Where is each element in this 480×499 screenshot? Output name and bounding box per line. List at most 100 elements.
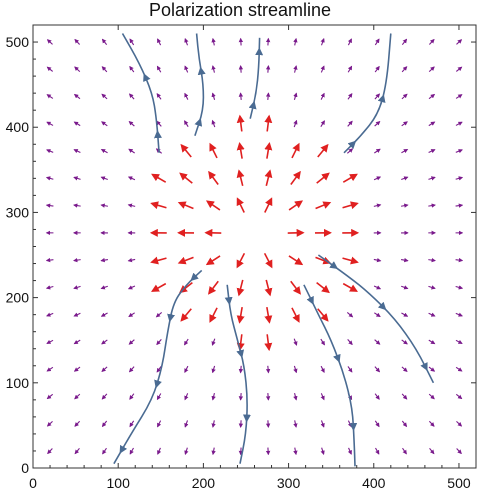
weak-field-arrow (74, 313, 80, 316)
weak-field-arrow (212, 121, 214, 127)
strong-field-arrow (343, 174, 356, 182)
weak-field-arrow (268, 366, 269, 373)
strong-field-arrow (291, 281, 300, 293)
weak-field-arrow (185, 121, 189, 127)
streamline-4 (344, 34, 391, 153)
weak-field-arrow (47, 287, 54, 289)
strong-field-arrow (210, 144, 217, 158)
weak-field-arrow (157, 393, 160, 399)
weak-field-arrow (349, 448, 352, 454)
weak-field-arrow (75, 94, 80, 98)
weak-field-arrow (348, 66, 351, 72)
x-tick-label: 200 (192, 475, 216, 491)
weak-field-arrow (402, 94, 407, 99)
weak-field-arrow (402, 394, 407, 399)
weak-field-arrow (456, 95, 462, 99)
weak-field-arrow (456, 367, 462, 371)
weak-field-arrow (322, 39, 324, 45)
weak-field-arrow (375, 421, 379, 427)
weak-field-arrow (212, 339, 214, 345)
streamline-3 (250, 38, 259, 119)
strong-field-arrow (209, 172, 218, 184)
weak-field-arrow (429, 313, 435, 316)
strong-field-arrow (240, 116, 242, 131)
streamline-arrowhead (332, 265, 335, 267)
weak-field-arrow (185, 448, 187, 455)
weak-field-arrow (74, 150, 80, 153)
weak-field-arrow (456, 313, 462, 316)
streamline-arrowhead (424, 364, 426, 367)
weak-field-arrow (348, 421, 351, 427)
weak-field-arrow (74, 177, 81, 179)
weak-field-arrow (456, 340, 462, 343)
weak-field-arrow (428, 260, 435, 261)
weak-field-arrow (157, 339, 162, 344)
strong-field-arrow (180, 174, 192, 184)
strong-field-arrow (318, 145, 328, 157)
weak-field-arrow (374, 313, 380, 317)
strong-field-arrow (179, 203, 193, 209)
strong-field-arrow (152, 284, 165, 292)
weak-field-arrow (102, 94, 107, 99)
weak-field-arrow (213, 448, 214, 455)
strong-field-arrow (179, 257, 193, 263)
weak-field-arrow (75, 67, 80, 72)
strong-field-arrow (152, 203, 167, 207)
strong-field-arrow (239, 280, 243, 295)
weak-field-arrow (456, 122, 462, 125)
weak-field-arrow (456, 260, 463, 261)
weak-field-arrow (74, 286, 81, 288)
strong-field-arrow (152, 258, 167, 262)
strong-field-arrow (292, 144, 299, 158)
weak-field-arrow (129, 205, 136, 207)
weak-field-arrow (321, 366, 324, 372)
weak-field-arrow (48, 448, 53, 453)
weak-field-arrow (401, 260, 408, 261)
weak-field-arrow (294, 339, 296, 345)
weak-field-arrow (348, 94, 352, 100)
strong-field-arrow (265, 199, 272, 213)
weak-field-arrow (130, 94, 135, 99)
y-tick-label: 100 (6, 375, 30, 391)
weak-field-arrow (375, 67, 379, 72)
weak-field-arrow (294, 121, 296, 127)
weak-field-arrow (185, 339, 189, 345)
weak-field-arrow (374, 259, 381, 260)
weak-field-arrow (102, 67, 107, 72)
weak-field-arrow (374, 286, 380, 289)
streamline-2 (195, 34, 204, 136)
weak-field-arrow (347, 312, 352, 316)
y-tick-label: 0 (21, 460, 29, 476)
strong-field-arrow (317, 283, 329, 292)
weak-field-arrow (268, 393, 269, 400)
weak-field-arrow (129, 122, 134, 127)
strong-field-arrow (267, 116, 269, 131)
weak-field-arrow (375, 94, 380, 99)
weak-field-arrow (295, 420, 296, 427)
streamline-arrowhead (381, 305, 384, 308)
weak-field-arrow (429, 40, 434, 45)
weak-field-arrow (402, 39, 406, 44)
weak-field-arrow (241, 393, 242, 400)
strong-field-arrow (237, 253, 244, 267)
weak-field-arrow (75, 421, 80, 426)
strong-field-arrow (207, 201, 220, 210)
weak-field-arrow (102, 313, 108, 316)
x-tick-label: 400 (362, 475, 386, 491)
weak-field-arrow (102, 340, 108, 344)
weak-field-arrow (376, 448, 379, 454)
strong-field-arrow (343, 203, 358, 207)
weak-field-arrow (74, 260, 81, 261)
weak-field-arrow (375, 367, 380, 372)
weak-field-arrow (213, 93, 215, 100)
weak-field-arrow (374, 205, 381, 207)
weak-field-arrow (348, 339, 353, 344)
weak-field-arrow (102, 394, 107, 399)
weak-field-arrow (130, 394, 134, 399)
weak-field-arrow (47, 122, 53, 125)
weak-field-arrow (456, 150, 462, 153)
weak-field-arrow (48, 40, 53, 45)
streamline-arrowhead (170, 315, 171, 318)
weak-field-arrow (157, 66, 160, 72)
